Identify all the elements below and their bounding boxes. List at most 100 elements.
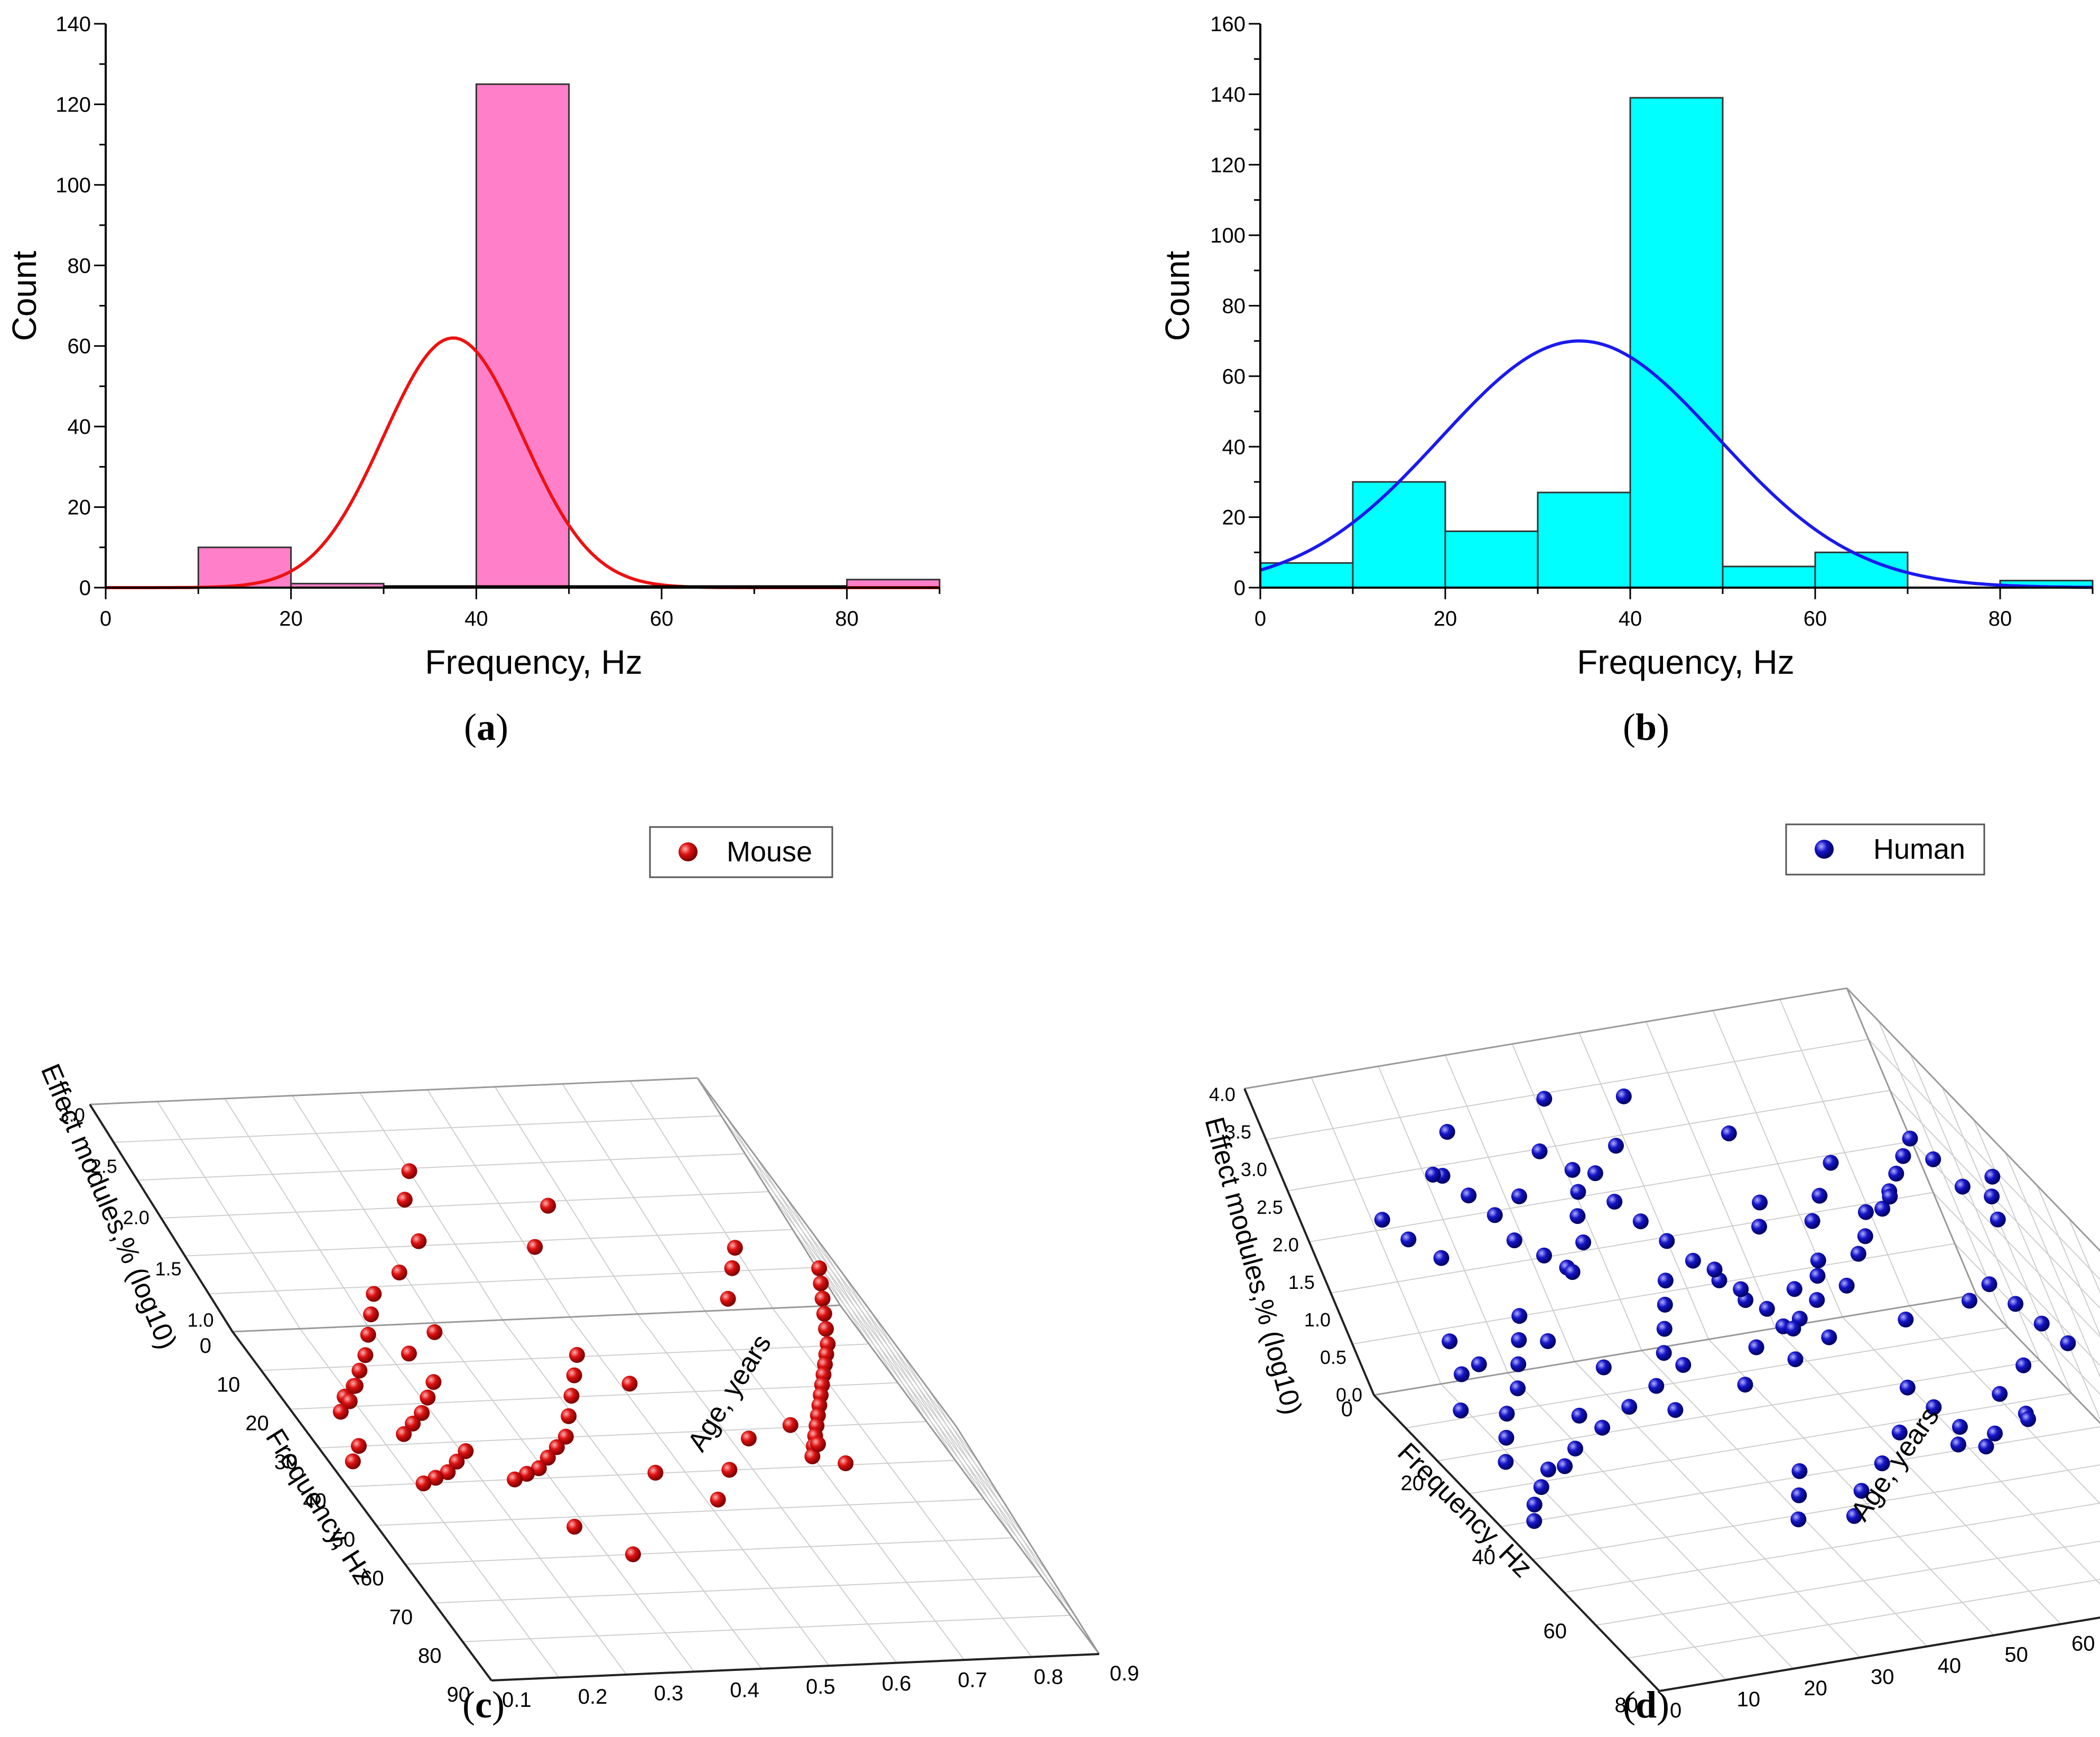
x-tick-label-b: 80 [1989, 607, 2012, 630]
x-tick-label-a: 60 [650, 607, 674, 630]
y-tick-label-b: 20 [1222, 506, 1246, 530]
scatter-point-d-20 [1533, 1479, 1549, 1495]
histogram-bar-b-1 [1352, 481, 1446, 589]
x-tick-label-c: 60 [360, 1567, 384, 1590]
histogram-bar-b-5 [1722, 565, 1816, 589]
y-tick-label-a: 40 [68, 415, 91, 439]
panel-label-c: (c) [462, 1684, 505, 1726]
grid-line-d [1440, 1383, 1727, 1680]
histogram-bar-a-0 [197, 546, 292, 589]
scatter-point-c-3 [816, 1306, 832, 1322]
y-axis-label-a: Count [5, 250, 43, 341]
scatter-point-d-27 [1486, 1207, 1503, 1223]
scatter-point-c-27 [561, 1408, 577, 1424]
scatter-point-c-1 [813, 1275, 829, 1292]
scatter-point-d-11 [1786, 1281, 1802, 1297]
scatter-point-d-64 [1882, 1188, 1898, 1205]
x-tick-label-c: 40 [303, 1489, 327, 1512]
y-tick-label-b: 40 [1222, 435, 1246, 459]
z-tick-label-d: 3.5 [1225, 1121, 1251, 1143]
box-edge-c [955, 1426, 1100, 1655]
scatter-point-d-40 [1657, 1272, 1674, 1289]
scatter-point-d-62 [1536, 1091, 1553, 1107]
scatter-point-d-107 [1374, 1212, 1390, 1228]
y-tick-label-c: 0.9 [1110, 1662, 1139, 1685]
y-axis-line-c [491, 1653, 1100, 1682]
grid-line-c [208, 1267, 817, 1295]
histogram-panel-a: 0 20 40 60 80 0 20 40 60 80 100 120 140 Frequency, H… [5, 13, 941, 748]
histogram-panel-b: 0 20 40 60 80 0 20 40 60 80 100 120 140 160 Frequency… [1158, 13, 2094, 748]
grid-line-d [1842, 1316, 2100, 1585]
scatter-point-d-44 [1511, 1308, 1528, 1324]
x-axis-label-d: Frequency, Hz [1391, 1437, 1538, 1583]
scatter-point-c-52 [415, 1475, 432, 1492]
grid-line-c [792, 1229, 1052, 1579]
scatter-point-d-95 [1853, 1483, 1870, 1499]
grid-line-c [637, 1314, 897, 1664]
x-tick-label-c: 10 [217, 1373, 240, 1396]
grid-line-d [1708, 1339, 1995, 1636]
scatter-point-d-90 [1984, 1168, 2001, 1185]
scatter-point-d-42 [1656, 1321, 1672, 1337]
y-tick-label-b: 80 [1222, 295, 1246, 318]
scatter-point-c-68 [621, 1376, 638, 1392]
scatter-point-c-29 [549, 1439, 565, 1455]
scatter-point-d-6 [1954, 1178, 1971, 1195]
scatter-point-d-16 [1621, 1399, 1638, 1415]
grid-line-d [1564, 1502, 2100, 1593]
histogram-bar-b-3 [1537, 491, 1631, 589]
grid-line-d [1954, 1243, 2100, 1395]
scatter-point-d-50 [1899, 1379, 1916, 1396]
z-tick-label-d: 2.5 [1257, 1196, 1283, 1218]
scatter-point-c-18 [721, 1462, 738, 1478]
y-tick-label-a: 0 [79, 577, 91, 600]
x-tick-label-c: 30 [274, 1451, 298, 1474]
scatter-point-d-23 [1557, 1458, 1573, 1474]
grid-line-c [376, 1498, 984, 1526]
grid-line-d [1775, 1327, 2061, 1625]
scatter-point-c-54 [401, 1345, 417, 1362]
scatter-point-d-35 [1632, 1213, 1649, 1230]
y-tick-label-d: 50 [2004, 1643, 2028, 1666]
y-tick-label-c: 0.5 [806, 1675, 835, 1698]
scatter-point-d-84 [1752, 1194, 1768, 1211]
scatter-point-d-111 [1804, 1213, 1820, 1229]
scatter-point-c-62 [625, 1546, 641, 1563]
scatter-point-d-46 [1510, 1356, 1527, 1372]
scatter-point-d-88 [1981, 1276, 1997, 1293]
grid-line-c [367, 1325, 627, 1675]
y-tick-label-a: 80 [68, 254, 91, 277]
x-tick-label-c: 70 [389, 1605, 413, 1629]
x-tick-label-d: 40 [1472, 1546, 1496, 1569]
box-edge-c [696, 1078, 958, 1427]
legend-c: Mouse [649, 826, 833, 878]
scatter-point-c-60 [401, 1163, 417, 1179]
scatter-point-d-103 [1453, 1402, 1469, 1418]
x-tick-label-a: 40 [464, 607, 488, 630]
scatter-point-c-44 [420, 1389, 436, 1406]
scatter-point-d-2 [1888, 1165, 1904, 1182]
scatter-point-d-87 [2060, 1335, 2076, 1351]
y-tick-label-c: 0.1 [502, 1688, 532, 1712]
y-tick-label-a: 100 [55, 174, 91, 197]
scatter-point-d-22 [1526, 1513, 1543, 1529]
grid-line-c [261, 1343, 869, 1371]
histogram-bar-b-6 [1814, 551, 1909, 589]
grid-line-d [2068, 1218, 2100, 1294]
z-tick-label-d: 1.5 [1288, 1271, 1315, 1293]
scatter-point-c-33 [507, 1471, 523, 1488]
grid-line-d [1437, 1360, 2040, 1462]
scatter-point-d-52 [1952, 1419, 1968, 1435]
scatter-point-c-40 [351, 1362, 368, 1379]
histogram-bar-b-4 [1629, 97, 1724, 589]
x-tick-label-d: 0 [1341, 1398, 1353, 1421]
scatter-point-d-59 [2015, 1357, 2032, 1373]
z-tick-label-d: 0.0 [1336, 1384, 1362, 1406]
legend-marker-d [1815, 840, 1834, 859]
scatter-point-d-53 [1978, 1438, 1994, 1455]
scatter-point-c-61 [396, 1192, 413, 1208]
grid-line-d [1507, 1372, 1794, 1669]
grid-line-d [1868, 1038, 2100, 1280]
scatter-point-d-49 [1471, 1356, 1487, 1372]
